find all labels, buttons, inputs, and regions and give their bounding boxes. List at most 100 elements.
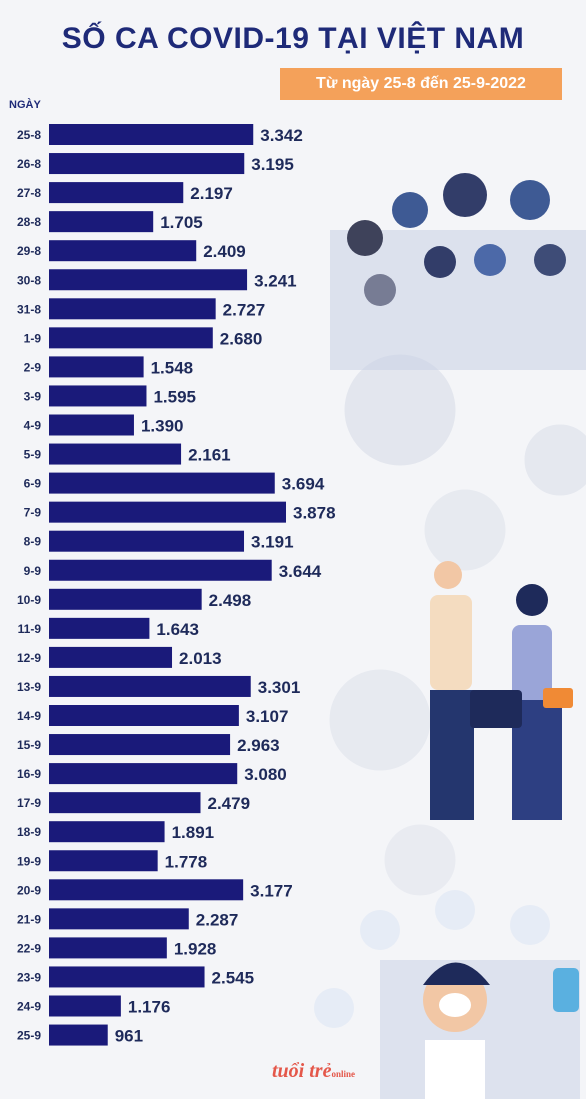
bar — [49, 705, 239, 726]
value-label: 3.694 — [282, 475, 325, 494]
category-label: 25-9 — [17, 1029, 41, 1043]
category-label: 20-9 — [17, 883, 41, 897]
category-label: 17-9 — [17, 796, 41, 810]
bar — [49, 966, 205, 988]
value-label: 1.548 — [151, 358, 194, 377]
category-label: 8-9 — [24, 535, 42, 549]
category-label: 9-9 — [24, 564, 42, 578]
value-label: 1.643 — [156, 620, 199, 639]
bar — [49, 675, 251, 697]
virus-icon — [424, 489, 506, 571]
bar — [49, 559, 272, 581]
logo-text: tuổi trẻ — [272, 1060, 332, 1082]
category-label: 3-9 — [24, 389, 42, 403]
bar — [49, 414, 134, 436]
page-title: SỐ CA COVID-19 TẠI VIỆT NAM — [61, 22, 525, 55]
bar — [49, 908, 189, 930]
value-label: 2.479 — [208, 794, 251, 813]
category-label: 2-9 — [24, 360, 42, 374]
bar — [49, 124, 254, 145]
bar — [49, 182, 184, 204]
value-label: 1.176 — [128, 998, 171, 1017]
category-label: 30-8 — [17, 273, 41, 287]
bar — [49, 530, 245, 552]
category-label: 1-9 — [24, 331, 42, 345]
doctor-illustration — [314, 890, 580, 1099]
category-label: 26-8 — [17, 157, 41, 171]
bar — [49, 937, 167, 959]
bar — [49, 588, 202, 610]
value-label: 3.342 — [260, 126, 303, 145]
category-label: 6-9 — [24, 477, 42, 491]
bar — [49, 646, 173, 668]
category-label: 28-8 — [17, 215, 41, 229]
value-label: 1.595 — [153, 387, 196, 406]
value-label: 3.878 — [293, 504, 336, 523]
value-label: 2.963 — [237, 736, 280, 755]
category-label: 21-9 — [17, 912, 41, 926]
bar — [49, 385, 147, 407]
logo-sub: online — [331, 1069, 355, 1079]
value-label: 1.390 — [141, 417, 184, 436]
couple-illustration — [430, 561, 573, 820]
virus-icon — [384, 824, 456, 896]
value-label: 2.161 — [188, 446, 231, 465]
value-label: 1.891 — [172, 823, 215, 842]
category-label: 10-9 — [17, 593, 41, 607]
value-label: 2.409 — [203, 242, 246, 261]
bar — [49, 472, 275, 494]
category-label: 4-9 — [24, 419, 42, 433]
category-label: 16-9 — [17, 767, 41, 781]
bar — [49, 763, 238, 785]
category-label: 14-9 — [17, 709, 41, 723]
value-label: 3.241 — [254, 271, 297, 290]
category-label: 5-9 — [24, 448, 42, 462]
value-label: 1.928 — [174, 939, 217, 958]
crowd-illustration — [330, 173, 586, 370]
bar — [49, 879, 244, 901]
value-label: 2.545 — [212, 968, 255, 987]
value-label: 1.705 — [160, 213, 203, 232]
value-label: 3.301 — [258, 678, 301, 697]
brand-logo: tuổi trẻonline — [272, 1060, 355, 1083]
bar — [49, 995, 121, 1017]
value-label: 3.191 — [251, 533, 294, 552]
category-label: 27-8 — [17, 186, 41, 200]
bar — [49, 821, 165, 843]
bar — [49, 1024, 108, 1046]
category-label: 12-9 — [17, 651, 41, 665]
bar — [49, 850, 158, 872]
value-label: 2.680 — [220, 329, 263, 348]
value-label: 2.287 — [196, 910, 239, 929]
bar — [49, 734, 231, 756]
category-label: 29-8 — [17, 244, 41, 258]
value-label: 3.107 — [246, 707, 289, 726]
bar — [49, 153, 245, 175]
value-label: 1.778 — [165, 852, 208, 871]
category-label: 18-9 — [17, 825, 41, 839]
category-label: 7-9 — [24, 506, 42, 520]
bar — [49, 269, 248, 291]
category-label: 13-9 — [17, 680, 41, 694]
bar — [49, 211, 154, 233]
date-range-badge: Từ ngày 25-8 đến 25-9-2022 — [280, 68, 562, 100]
bar — [49, 443, 182, 465]
value-label: 3.644 — [279, 562, 322, 581]
bar — [49, 240, 197, 262]
value-label: 2.498 — [209, 591, 252, 610]
bar — [49, 356, 144, 378]
value-label: 3.080 — [244, 765, 287, 784]
value-label: 3.177 — [250, 881, 293, 900]
category-label: 24-9 — [17, 1000, 41, 1014]
category-label: 11-9 — [18, 622, 42, 636]
y-axis-label: NGÀY — [9, 99, 41, 111]
category-label: 25-8 — [17, 128, 41, 142]
bar — [49, 298, 216, 320]
bar — [49, 501, 286, 523]
bar — [49, 327, 213, 349]
value-label: 2.197 — [190, 184, 233, 203]
category-label: 19-9 — [17, 854, 41, 868]
bar — [49, 617, 150, 639]
